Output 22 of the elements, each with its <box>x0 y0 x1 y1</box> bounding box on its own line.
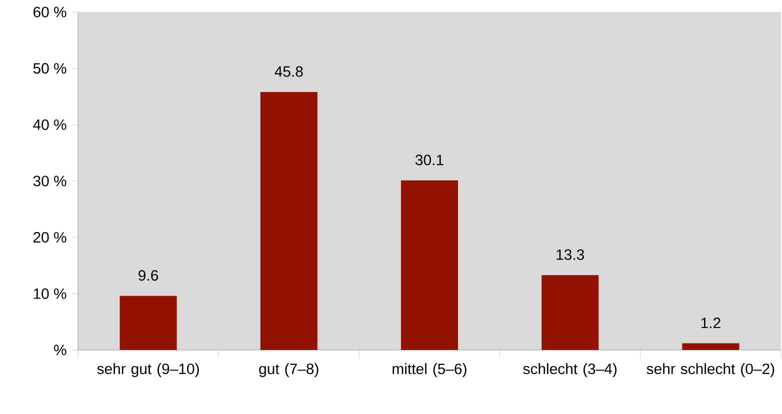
data-label: 9.6 <box>138 270 158 281</box>
bar <box>401 180 458 350</box>
bar <box>120 296 177 350</box>
y-tick-label: 30 % <box>33 176 66 186</box>
y-tick-label: 60 % <box>34 6 66 18</box>
x-tick-label: sehr schlecht (0–2) <box>646 363 774 378</box>
data-label: 45.8 <box>274 66 303 77</box>
x-tick-label: gut (7–8) <box>259 363 318 378</box>
y-tick-label: 50 % <box>33 63 66 74</box>
x-tick-label: sehr gut (9–10) <box>97 363 199 378</box>
y-tick-label: % <box>54 344 66 356</box>
y-tick-label: 40 % <box>33 119 66 130</box>
bar <box>682 343 740 350</box>
data-label: 30.1 <box>416 154 444 166</box>
x-tick-label: mittel (5–6) <box>392 363 466 378</box>
data-label: 13.3 <box>556 249 584 260</box>
x-tick-label: schlecht (3–4) <box>523 363 616 378</box>
bar <box>542 275 599 350</box>
bar <box>260 92 318 350</box>
y-tick-label: 10 % <box>34 288 66 299</box>
data-label: 1.2 <box>701 318 720 328</box>
y-tick-label: 20 % <box>34 232 66 243</box>
